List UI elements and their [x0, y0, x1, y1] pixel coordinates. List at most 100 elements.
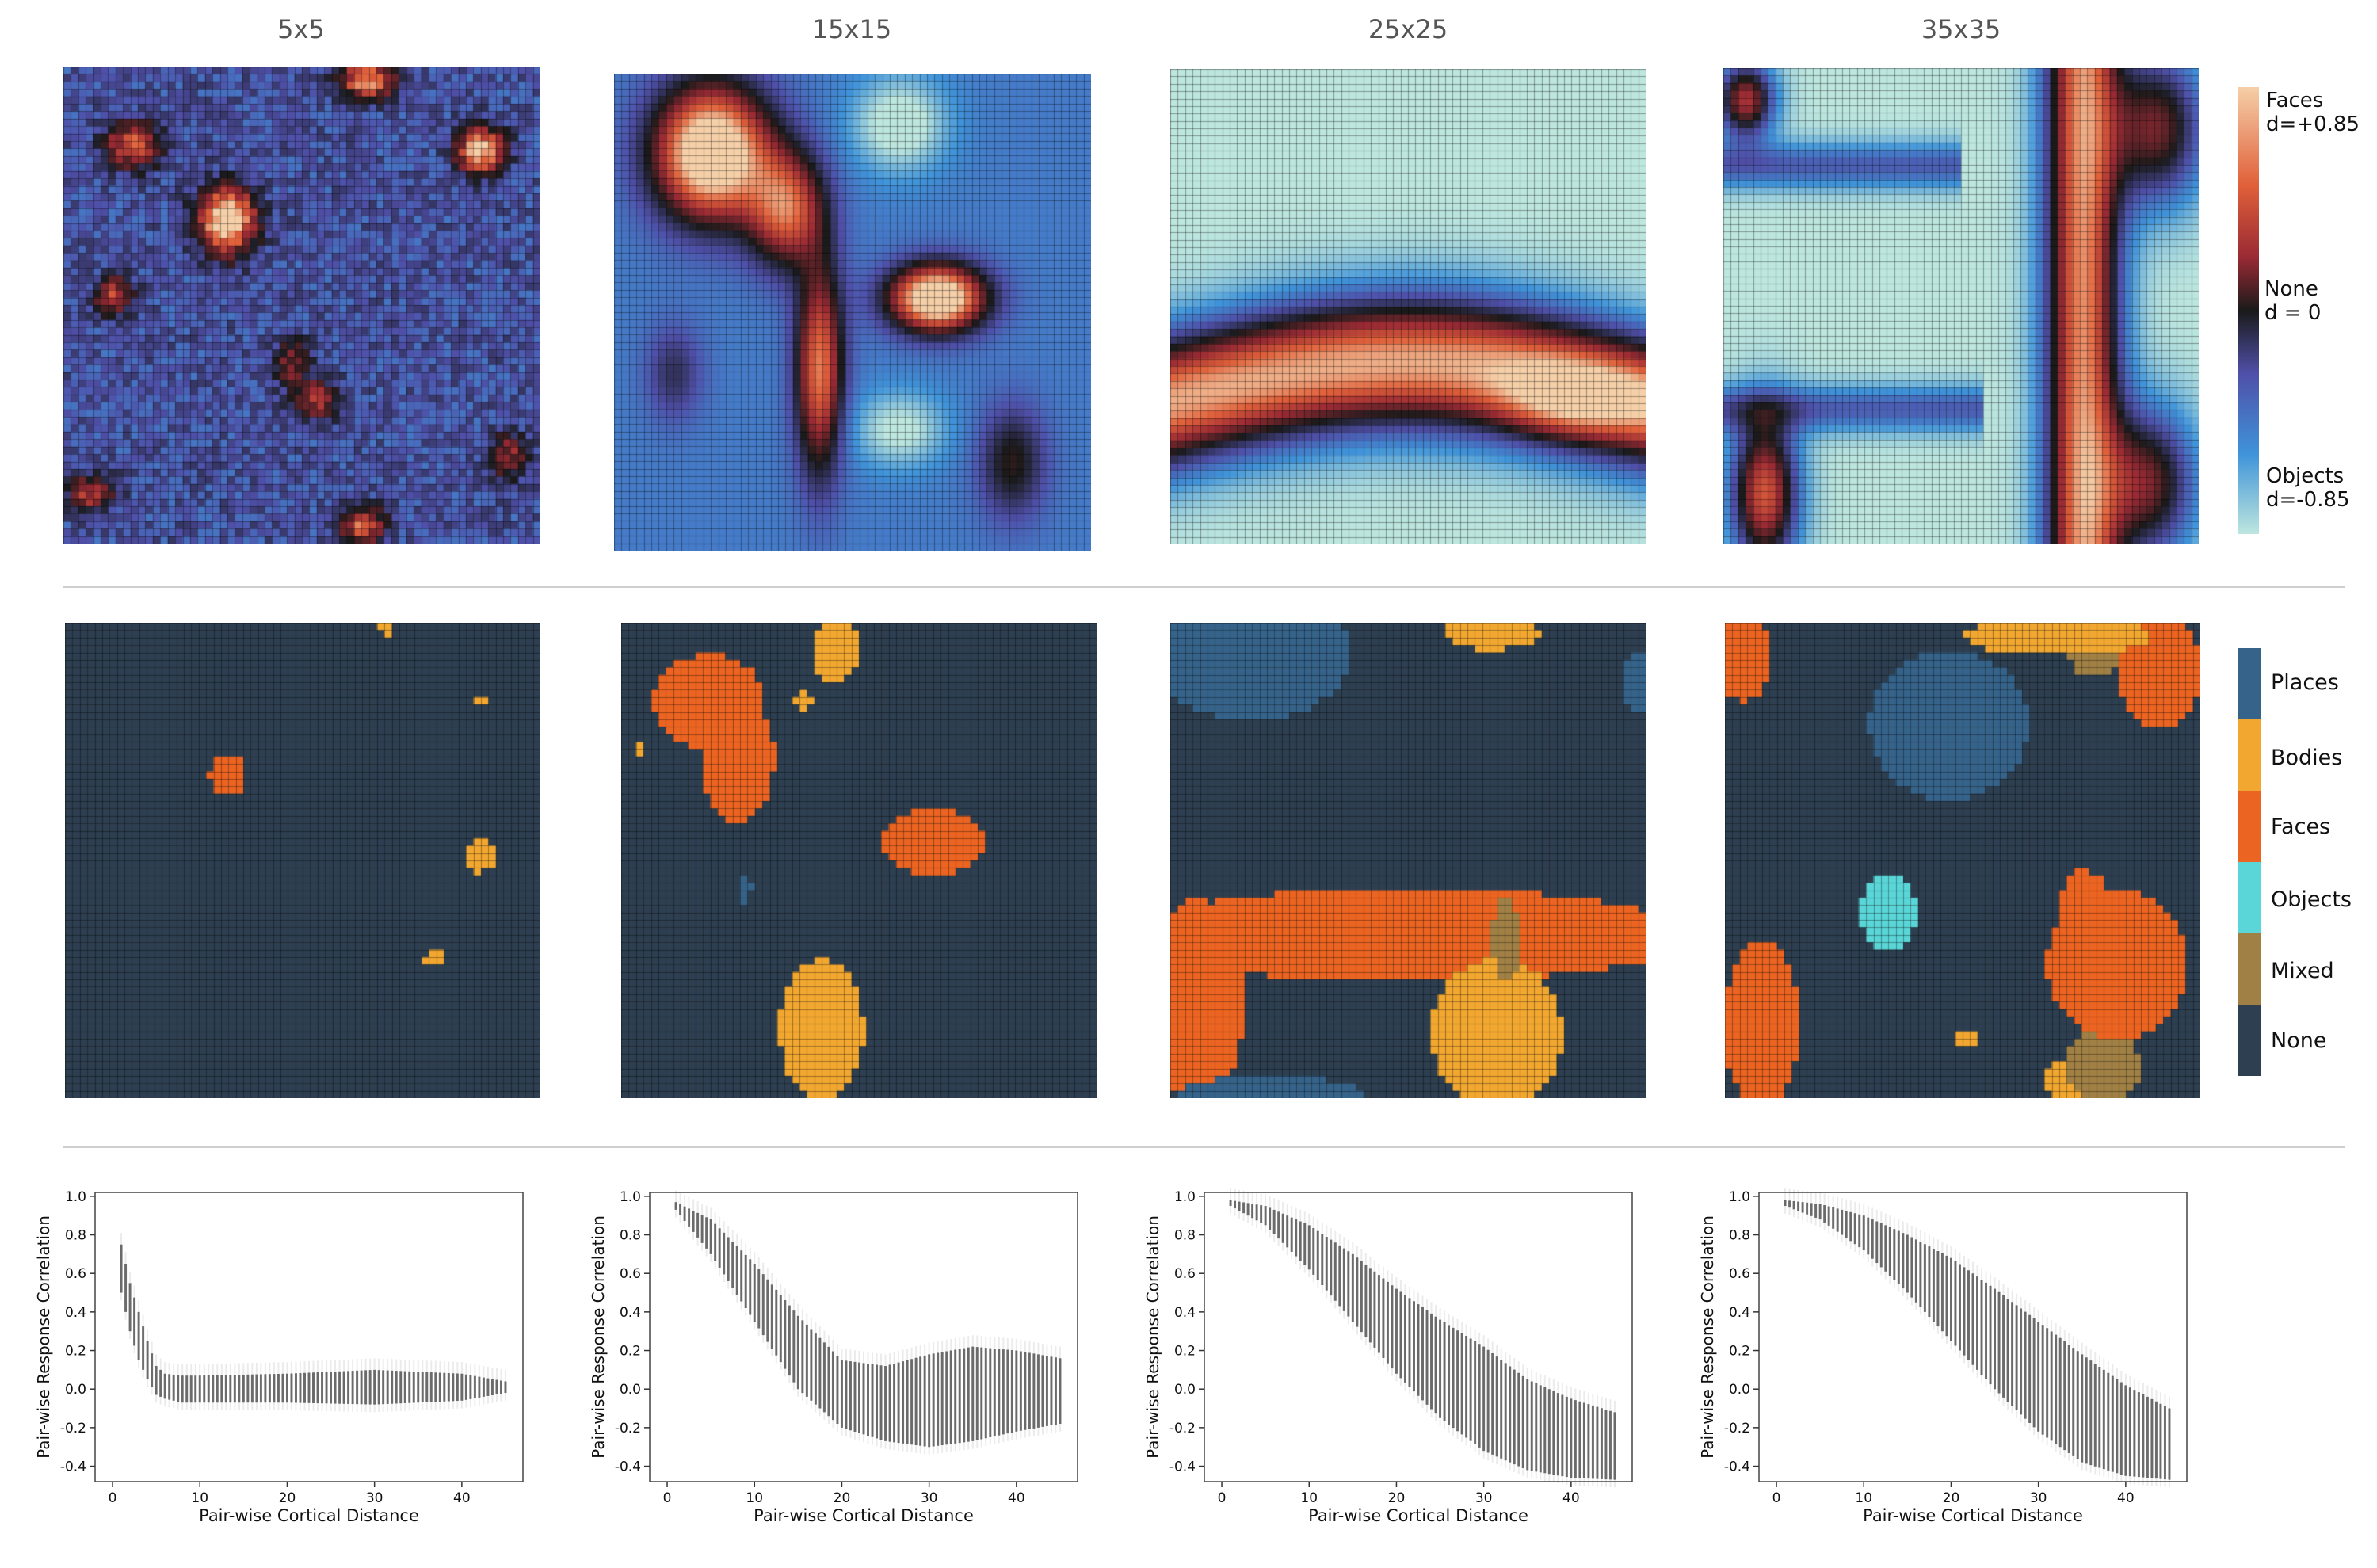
- selectivity-map-15x15: [614, 74, 1091, 551]
- plot-frame: [649, 1192, 1078, 1482]
- x-axis-label: Pair-wise Cortical Distance: [1863, 1506, 2083, 1525]
- y-tick-label: 0.2: [1174, 1344, 1196, 1360]
- y-tick-label: 0.0: [1174, 1382, 1196, 1398]
- x-tick-label: 0: [1772, 1490, 1781, 1506]
- data-cloud: [1784, 1188, 2171, 1488]
- y-tick-label: 0.8: [65, 1228, 86, 1244]
- colorbar-label-objects: Objects d=-0.85: [2266, 464, 2350, 512]
- y-tick-label: -0.4: [1169, 1459, 1196, 1475]
- data-cloud: [120, 1233, 507, 1413]
- y-tick-label: 0.4: [1174, 1305, 1196, 1321]
- x-tick-label: 20: [1943, 1490, 1960, 1506]
- x-tick-label: 40: [1008, 1490, 1025, 1506]
- y-tick-label: -0.4: [1724, 1459, 1750, 1475]
- x-tick-label: 0: [663, 1490, 672, 1506]
- y-tick-label: 0.8: [620, 1228, 641, 1244]
- category-label-faces: Faces: [2271, 815, 2331, 839]
- y-tick-label: 0.6: [1729, 1266, 1750, 1282]
- y-tick-label: 0.2: [620, 1344, 641, 1360]
- y-tick-label: -0.4: [615, 1459, 641, 1475]
- category-map-35x35: [1725, 623, 2200, 1098]
- x-tick-label: 20: [1388, 1490, 1406, 1506]
- y-tick-label: 1.0: [620, 1189, 641, 1205]
- y-tick-label: 0.2: [65, 1344, 86, 1360]
- y-tick-label: 1.0: [65, 1189, 86, 1205]
- y-tick-label: 0.6: [620, 1266, 641, 1282]
- y-tick-label: -0.2: [1724, 1421, 1750, 1436]
- row-separator: [63, 586, 2345, 588]
- category-swatch-places: [2238, 648, 2261, 719]
- x-tick-label: 30: [366, 1490, 383, 1506]
- category-swatch-mixed: [2238, 933, 2261, 1005]
- category-label-objects: Objects: [2271, 887, 2352, 912]
- y-axis-label: Pair-wise Response Correlation: [1698, 1215, 1717, 1459]
- x-tick-label: 40: [453, 1490, 471, 1506]
- x-axis-label: Pair-wise Cortical Distance: [754, 1506, 974, 1525]
- selectivity-map-35x35: [1723, 68, 2199, 544]
- y-tick-label: 0.6: [1174, 1266, 1196, 1282]
- plot-frame: [1204, 1192, 1633, 1482]
- category-label-none: None: [2271, 1028, 2327, 1053]
- y-tick-label: 0.4: [1729, 1305, 1750, 1321]
- y-tick-label: 0.0: [65, 1382, 86, 1398]
- selectivity-map-5x5: [63, 67, 540, 544]
- x-tick-label: 20: [834, 1490, 851, 1506]
- scatter-plot-25x25: 0 10 20 30 40 -0.4 -0.2 0.0 0.2 0.4 0.6 0.8 1.0 Pair-…: [1143, 1188, 1633, 1525]
- column-title-15x15: 15x15: [811, 14, 892, 44]
- y-tick-label: 0.4: [65, 1305, 86, 1321]
- y-tick-label: 0.0: [1729, 1382, 1750, 1398]
- selectivity-colorbar: [2238, 87, 2259, 534]
- plot-frame: [1758, 1192, 2188, 1482]
- y-tick-label: 1.0: [1729, 1189, 1750, 1205]
- category-swatch-objects: [2238, 862, 2261, 933]
- y-tick-label: -0.2: [615, 1421, 641, 1436]
- y-tick-label: 0.2: [1729, 1344, 1750, 1360]
- x-axis-label: Pair-wise Cortical Distance: [1308, 1506, 1528, 1525]
- y-tick-label: -0.2: [60, 1421, 86, 1436]
- row-separator: [63, 1146, 2345, 1148]
- x-tick-label: 0: [109, 1490, 117, 1506]
- x-tick-label: 30: [1475, 1490, 1493, 1506]
- y-axis-label: Pair-wise Response Correlation: [1143, 1215, 1162, 1459]
- y-tick-label: 0.4: [620, 1305, 641, 1321]
- column-title-25x25: 25x25: [1368, 14, 1448, 44]
- plot-area: [95, 1192, 523, 1482]
- category-label-places: Places: [2271, 670, 2339, 695]
- x-tick-label: 30: [2030, 1490, 2047, 1506]
- x-tick-label: 10: [1300, 1490, 1318, 1506]
- category-map-25x25: [1170, 623, 1646, 1098]
- x-tick-label: 20: [279, 1490, 296, 1506]
- y-tick-label: 0.8: [1174, 1228, 1196, 1244]
- x-tick-label: 10: [746, 1490, 763, 1506]
- colorbar-label-faces: Faces d=+0.85: [2266, 89, 2360, 136]
- scatter-plot-15x15: 0 10 20 30 40 -0.4 -0.2 0.0 0.2 0.4 0.6 0.8 1.0 Pair-…: [589, 1189, 1078, 1525]
- category-swatch-bodies: [2238, 719, 2261, 791]
- category-label-mixed: Mixed: [2271, 959, 2334, 983]
- column-title-5x5: 5x5: [277, 14, 325, 44]
- scatter-plot-5x5: 0 10 20 30 40 -0.4 -0.2 0.0 0.2 0.4 0.6 0.8 1.0 Pair-…: [34, 1189, 524, 1525]
- y-tick-label: -0.4: [60, 1459, 86, 1475]
- data-cloud: [674, 1190, 1062, 1455]
- y-tick-label: -0.2: [1169, 1421, 1196, 1436]
- y-axis-label: Pair-wise Response Correlation: [589, 1215, 608, 1459]
- y-tick-label: 0.8: [1729, 1228, 1750, 1244]
- category-map-15x15: [621, 623, 1097, 1098]
- plot-frame: [94, 1192, 524, 1482]
- category-map-5x5: [65, 623, 540, 1098]
- category-swatch-faces: [2238, 791, 2261, 862]
- x-tick-label: 10: [1855, 1490, 1872, 1506]
- category-swatch-none: [2238, 1005, 2261, 1076]
- selectivity-map-25x25: [1170, 69, 1646, 544]
- colorbar-label-none: None d = 0: [2264, 277, 2322, 325]
- category-label-bodies: Bodies: [2271, 746, 2343, 770]
- x-tick-label: 30: [921, 1490, 938, 1506]
- scatter-plot-35x35: 0 10 20 30 40 -0.4 -0.2 0.0 0.2 0.4 0.6 0.8 1.0 Pair-…: [1698, 1188, 2188, 1525]
- x-tick-label: 40: [2117, 1490, 2135, 1506]
- data-cloud: [1229, 1188, 1616, 1488]
- y-tick-label: 0.0: [620, 1382, 641, 1398]
- y-tick-label: 0.6: [65, 1266, 86, 1282]
- x-tick-label: 10: [191, 1490, 208, 1506]
- x-axis-label: Pair-wise Cortical Distance: [199, 1506, 419, 1525]
- x-tick-label: 40: [1562, 1490, 1580, 1506]
- column-title-35x35: 35x35: [1921, 14, 2001, 44]
